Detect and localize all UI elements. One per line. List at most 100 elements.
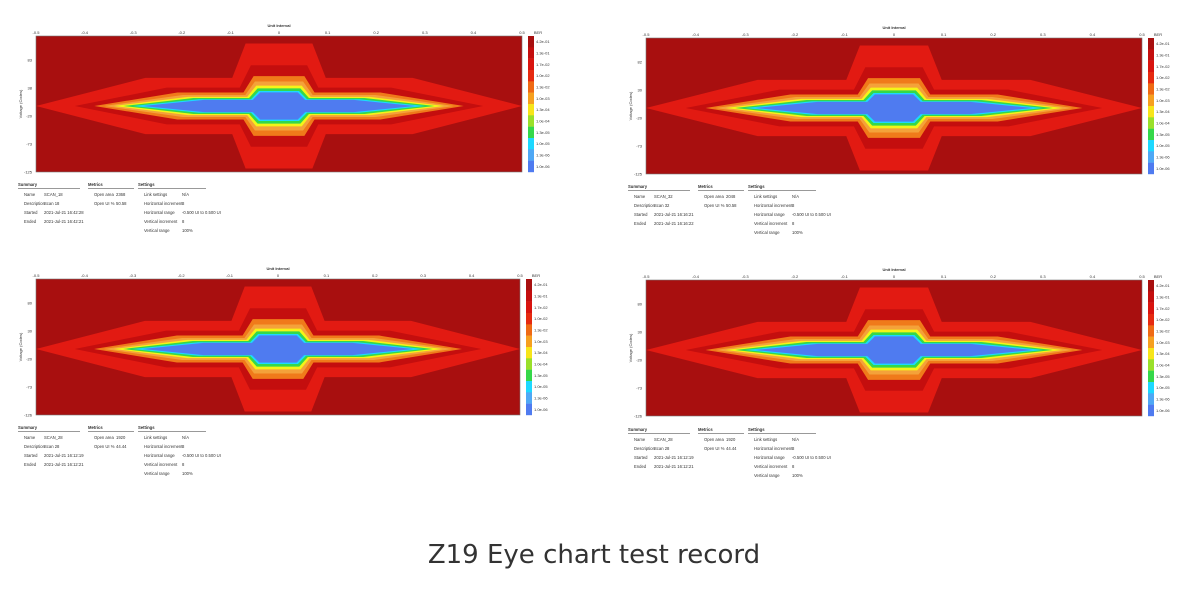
plot-frame (35, 35, 523, 173)
legend-level-label: 1.0e-06 (1156, 166, 1170, 171)
scan-info: Summary Name SCAN_18 Description Scan 18 Star… (18, 182, 238, 242)
y-tick-label: -20 (26, 357, 33, 362)
legend-swatch (526, 313, 532, 325)
ber-contour-blue (142, 92, 416, 120)
info-value: 2021-Jul-21 16:12:21 (654, 464, 694, 469)
legend-level-label: 1.3e-02 (1156, 329, 1170, 334)
info-value: Scan 28 (654, 446, 670, 451)
legend-level-label: 1.3e-01 (536, 51, 550, 56)
legend-level-label: 1.3e-06 (536, 153, 550, 158)
legend-swatch (528, 92, 534, 105)
legend-level-label: 1.0e-06 (534, 407, 548, 412)
legend-level-label: 1.3e-02 (534, 328, 548, 333)
x-tick-label: 0.3 (1040, 32, 1046, 37)
legend-title: BER (532, 273, 540, 278)
legend-swatch (528, 115, 534, 127)
x-tick-label: 0.5 (1139, 274, 1145, 279)
legend-level-label: 1.3e-05 (534, 373, 548, 378)
eye-chart-svg: Unit Interval -0.5 -0.4 -0.3 -0.2 -0.1 0 0.1 0.2… (628, 25, 1170, 177)
table-divider (18, 431, 80, 432)
info-key: Link settings (144, 435, 168, 440)
x-tick-label: -0.3 (742, 32, 750, 37)
x-tick-label: -0.2 (178, 30, 186, 35)
info-key: Vertical increment (754, 464, 788, 469)
info-key: Name (24, 192, 36, 197)
info-key: Link settings (754, 437, 778, 442)
legend-level-label: 4.2e-01 (534, 282, 548, 287)
info-key: Horizontal increment (144, 444, 183, 449)
settings-header: Settings (748, 184, 765, 189)
legend-level-label: 1.0e-05 (536, 141, 550, 146)
legend-swatch (1148, 162, 1154, 175)
info-key: Ended (634, 221, 647, 226)
legend-level-label: 1.0e-06 (536, 164, 550, 169)
chart-title: Unit Interval (266, 266, 289, 271)
x-tick-label: -0.5 (643, 32, 651, 37)
info-key: Horizontal range (144, 210, 175, 215)
legend-level-label: 1.3e-01 (1156, 53, 1170, 58)
info-key: Open UI % (704, 203, 725, 208)
settings-header: Settings (138, 425, 155, 430)
x-tick-label: 0.2 (990, 32, 996, 37)
legend-level-label: 4.2e-01 (1156, 41, 1170, 46)
legend-level-label: 1.3e-04 (1156, 109, 1170, 114)
legend-swatch (1148, 314, 1154, 326)
y-tick-label: 30 (28, 329, 33, 334)
x-tick-label: 0.2 (373, 30, 379, 35)
info-value: 50.58 (726, 203, 737, 208)
ber-contour-blue (755, 336, 1033, 364)
legend-swatch (1148, 382, 1154, 394)
legend-level-label: 1.0e-02 (536, 73, 550, 78)
legend-swatch (528, 70, 534, 82)
eye-chart-panel-1: Unit Interval -0.5 -0.4 -0.3 -0.2 -0.1 0 0.1 0.2… (0, 0, 594, 250)
scan-info: Summary Name SCAN_28 Description Scan 28 Star… (628, 427, 848, 487)
legend-swatch (526, 290, 532, 302)
plot-frame (645, 37, 1143, 175)
legend-swatch (528, 126, 534, 139)
legend-swatch (528, 58, 534, 71)
info-value: -0.500 UI to 0.500 UI (792, 212, 831, 217)
legend-swatch (1148, 359, 1154, 371)
legend-swatch (1148, 106, 1154, 118)
legend-level-label: 1.0e-04 (536, 119, 550, 124)
legend-level-label: 1.0e-02 (1156, 317, 1170, 322)
legend-swatch (526, 358, 532, 370)
legend-level-label: 1.0e-03 (534, 339, 548, 344)
info-value: N/A (792, 437, 799, 442)
x-tick-label: -0.5 (33, 273, 41, 278)
info-key: Link settings (754, 194, 778, 199)
legend-level-label: 1.0e-03 (1156, 98, 1170, 103)
info-key: Vertical increment (144, 219, 178, 224)
x-tick-label: 0.2 (990, 274, 996, 279)
info-value: Scan 18 (44, 201, 60, 206)
x-tick-label: -0.4 (81, 30, 89, 35)
info-key: Ended (634, 464, 647, 469)
legend-swatch (528, 104, 534, 116)
metrics-header: Metrics (88, 182, 103, 187)
info-value: 1920 (116, 435, 126, 440)
legend-level-label: 1.0e-03 (1156, 340, 1170, 345)
info-key: Open area (94, 192, 114, 197)
info-key: Open UI % (704, 446, 725, 451)
legend-swatch (1148, 38, 1154, 50)
legend-level-label: 1.0e-04 (1156, 121, 1170, 126)
legend-swatch (1148, 325, 1154, 337)
legend-level-label: 1.3e-05 (536, 130, 550, 135)
legend-level-label: 1.3e-06 (1156, 155, 1170, 160)
legend-swatch (1148, 302, 1154, 315)
table-divider (698, 190, 744, 191)
info-value: SCAN_28 (44, 435, 63, 440)
y-tick-label: 30 (638, 88, 643, 93)
y-tick-label: -125 (24, 170, 33, 175)
legend-swatch (526, 335, 532, 348)
info-value: N/A (182, 435, 189, 440)
x-tick-label: 0.5 (517, 273, 523, 278)
eye-chart-svg: Unit Interval -0.5 -0.4 -0.3 -0.2 -0.1 0 0.1 0.2… (18, 266, 548, 418)
info-value: Scan 32 (654, 203, 670, 208)
legend-swatch (1148, 280, 1154, 292)
info-value: 2021-Jul-21 16:42:21 (44, 219, 84, 224)
info-key: Open area (704, 437, 724, 442)
legend-swatch (1148, 117, 1154, 129)
info-key: Horizontal range (754, 212, 785, 217)
info-key: Open area (94, 435, 114, 440)
